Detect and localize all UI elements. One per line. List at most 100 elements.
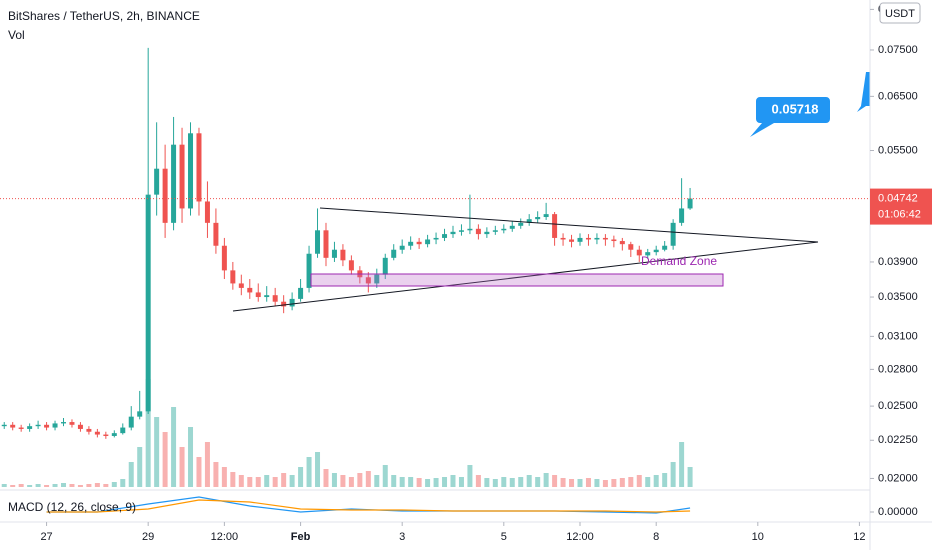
volume-bar: [1, 484, 7, 487]
candle-body: [213, 222, 219, 246]
trendline: [232, 241, 819, 312]
volume-bar: [653, 475, 659, 487]
candle-body: [315, 230, 321, 254]
volume-bar: [298, 467, 304, 487]
volume-bar: [636, 475, 642, 487]
volume-bar: [442, 477, 448, 487]
candle-body: [196, 133, 202, 202]
candle-body: [94, 431, 100, 435]
callout: [857, 72, 870, 112]
y-tick-label: 0.03500: [878, 291, 918, 303]
volume-bar: [687, 467, 693, 487]
x-tick-label: 12:00: [566, 531, 594, 543]
volume-bar: [408, 477, 414, 487]
x-tick-label: 12:00: [211, 531, 239, 543]
x-tick-label: 3: [399, 531, 405, 543]
volume-bar: [137, 447, 143, 487]
candle-body: [442, 234, 448, 238]
volume-bar: [52, 484, 58, 487]
candle-body: [154, 168, 160, 195]
candle-body: [408, 241, 414, 246]
countdown: 01:06:42: [878, 208, 921, 220]
volume-bar: [670, 462, 676, 487]
candle-body: [594, 237, 600, 240]
volume-bar: [145, 379, 151, 487]
volume-bar: [569, 479, 575, 487]
candle-body: [281, 301, 287, 307]
volume-bar: [77, 485, 83, 487]
y-tick-label: 0.02500: [878, 400, 918, 412]
volume-bar: [518, 477, 524, 487]
volume-bar: [221, 467, 227, 487]
candle-body: [77, 424, 83, 429]
candle-body: [382, 257, 388, 275]
candle-body: [475, 228, 481, 235]
volume-bar: [255, 477, 261, 487]
volume-bar: [18, 484, 24, 487]
volume-bar: [61, 483, 67, 487]
candle-body: [458, 230, 464, 232]
x-tick-label: 12: [853, 531, 865, 543]
x-tick-label: 27: [40, 531, 52, 543]
candle-body: [69, 422, 75, 425]
volume-bar: [348, 477, 354, 487]
candle-body: [111, 433, 117, 436]
y-tick-label: 0.02000: [878, 472, 918, 484]
volume-bar: [120, 479, 126, 487]
volume-bar: [577, 479, 583, 487]
candle-body: [128, 416, 134, 428]
callout-text: 0.05718: [772, 101, 819, 116]
candle-body: [552, 214, 558, 238]
x-tick-label: 10: [752, 531, 764, 543]
x-tick-label: Feb: [291, 531, 311, 543]
volume-bar: [365, 471, 371, 487]
candle-body: [569, 239, 575, 242]
volume-bar: [585, 478, 591, 487]
chart-title: BitShares / TetherUS, 2h, BINANCE: [8, 9, 200, 23]
volume-bar: [213, 462, 219, 487]
candle-body: [340, 249, 346, 261]
candle-body: [653, 249, 659, 253]
candle-body: [526, 219, 532, 223]
volume-bar: [171, 407, 177, 487]
y-tick-label: 0.03900: [878, 256, 918, 268]
candle-body: [230, 270, 236, 284]
candle-body: [264, 295, 270, 298]
volume-bar: [35, 484, 41, 487]
candle-body: [27, 426, 33, 429]
trendline: [319, 207, 819, 243]
candle-body: [86, 428, 92, 432]
candle-body: [179, 144, 185, 209]
volume-bar: [628, 477, 634, 487]
candle-body: [492, 230, 498, 232]
candle-body: [331, 249, 337, 258]
volume-bar: [128, 462, 134, 487]
candle-body: [399, 245, 405, 250]
candle-body: [289, 298, 295, 307]
volume-bar: [323, 469, 329, 487]
candle-body: [247, 287, 253, 293]
volume-bar: [645, 477, 651, 487]
volume-bar: [543, 473, 549, 487]
candle-body: [10, 424, 16, 428]
candle-body: [44, 424, 50, 428]
currency-label: USDT: [885, 8, 915, 20]
candle-body: [61, 422, 67, 424]
volume-bar: [94, 483, 100, 487]
volume-bar: [86, 484, 92, 487]
volume-bar: [450, 475, 456, 487]
volume-bar: [509, 478, 515, 487]
volume-bar: [662, 473, 668, 487]
volume-bar: [10, 485, 16, 487]
volume-bar: [619, 478, 625, 487]
demand-zone: [310, 273, 724, 287]
volume-bar: [391, 475, 397, 487]
volume-bar: [679, 442, 685, 487]
volume-bar: [458, 477, 464, 487]
callout: [750, 97, 830, 137]
volume-bar: [560, 478, 566, 487]
candle-body: [137, 411, 143, 417]
candle-body: [670, 222, 676, 246]
